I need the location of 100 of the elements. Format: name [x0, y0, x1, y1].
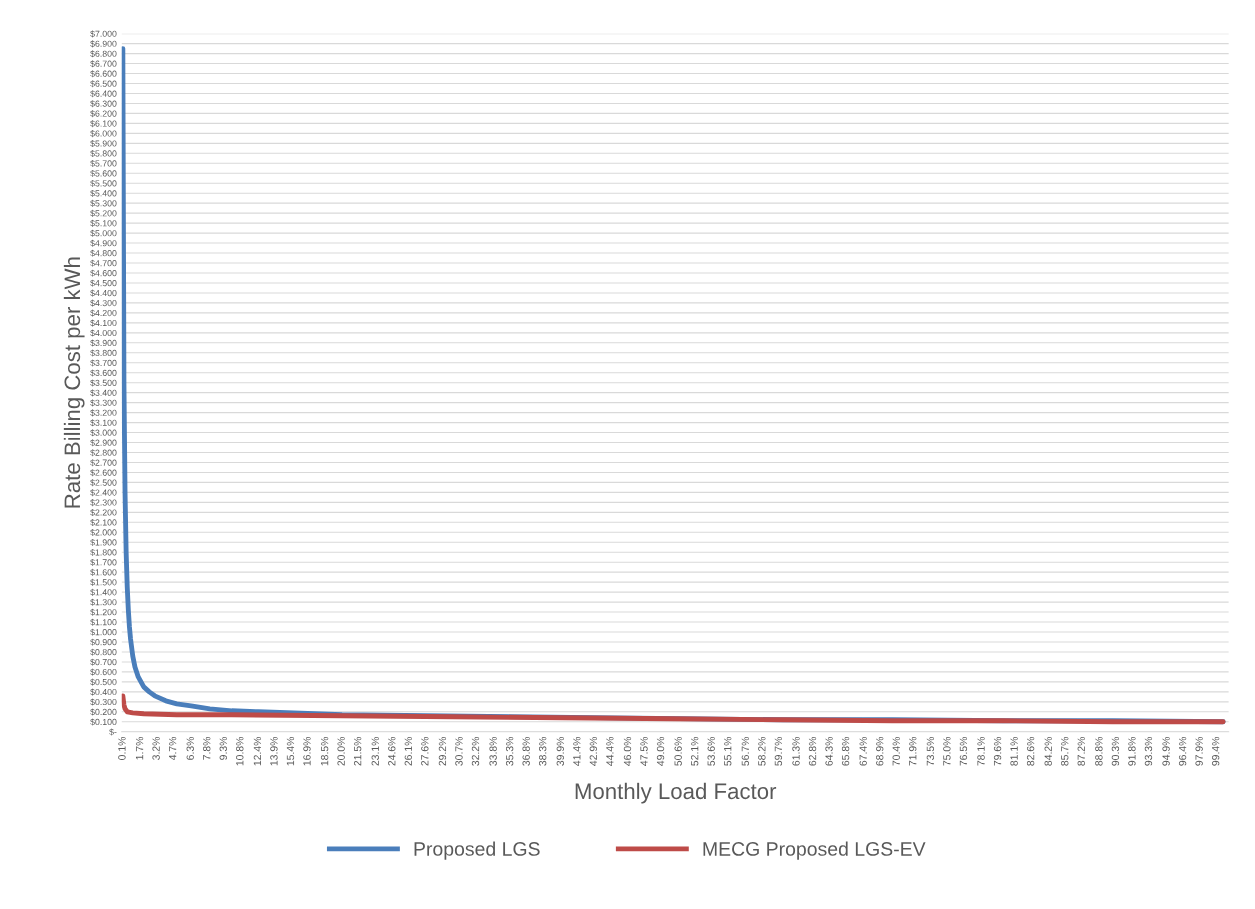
y-tick-label: $2.200	[90, 509, 117, 517]
y-tick-label: $-	[109, 728, 117, 736]
x-tick-label: 99.4%	[1211, 736, 1220, 766]
x-tick-label: 58.2%	[758, 736, 766, 766]
x-tick-label: 1.7%	[135, 736, 144, 760]
x-tick-label: 29.2%	[438, 736, 447, 766]
x-tick-label: 79.6%	[993, 736, 1002, 766]
y-tick-label: $2.600	[90, 469, 117, 477]
x-tick-label: 76.5%	[959, 736, 968, 766]
y-tick-label: $4.100	[90, 319, 117, 327]
x-tick-label: 75.0%	[943, 736, 951, 766]
y-tick-label: $3.300	[90, 399, 117, 407]
x-tick-label: 94.9%	[1162, 736, 1170, 766]
x-tick-label: 56.7%	[741, 736, 750, 766]
y-tick-label: $0.700	[90, 658, 117, 666]
y-tick-label: $2.400	[90, 489, 117, 497]
x-tick-label: 97.9%	[1195, 736, 1203, 766]
x-tick-label: 26.1%	[404, 736, 412, 766]
y-tick-label: $6.000	[90, 130, 117, 138]
y-tick-label: $0.100	[90, 718, 117, 726]
y-tick-label: $0.800	[90, 648, 117, 656]
x-tick-label: 71.9%	[909, 736, 917, 766]
x-tick-label: 44.4%	[606, 736, 614, 766]
y-tick-label: $3.800	[90, 349, 117, 357]
x-tick-label: 3.2%	[152, 736, 160, 760]
x-tick-label: 65.8%	[841, 736, 850, 766]
legend-label: Proposed LGS	[414, 841, 540, 860]
x-tick-label: 52.1%	[690, 736, 699, 766]
x-tick-label: 55.1%	[724, 736, 732, 766]
x-tick-label: 20.0%	[337, 736, 345, 766]
x-tick-label: 78.1%	[977, 736, 985, 766]
line-series	[121, 693, 1226, 725]
x-tick-label: 81.1%	[1010, 736, 1018, 766]
y-tick-label: $2.000	[90, 528, 117, 537]
y-axis-title: Rate Billing Cost per kWh	[63, 257, 85, 508]
x-tick-label: 21.5%	[353, 736, 362, 766]
y-tick-label: $6.800	[90, 50, 117, 58]
y-tick-label: $6.600	[90, 70, 117, 78]
y-tick-label: $3.500	[90, 379, 117, 387]
x-tick-label: 30.7%	[455, 736, 463, 766]
y-tick-label: $6.400	[90, 90, 117, 98]
x-tick-label: 13.9%	[270, 736, 278, 766]
y-tick-label: $3.100	[90, 419, 117, 427]
y-tick-label: $2.700	[90, 459, 117, 467]
x-tick-label: 49.0%	[656, 736, 665, 766]
y-tick-label: $1.000	[90, 628, 117, 636]
y-tick-label: $4.300	[90, 299, 117, 307]
y-tick-label: $1.600	[90, 568, 117, 576]
x-tick-label: 32.2%	[471, 736, 480, 766]
x-tick-label: 35.3%	[505, 736, 514, 766]
x-tick-label: 59.7%	[774, 736, 783, 766]
x-tick-label: 0.1%	[118, 736, 126, 760]
x-tick-label: 47.5%	[640, 736, 648, 766]
x-tick-label: 23.1%	[371, 736, 379, 766]
y-tick-label: $4.900	[90, 239, 117, 247]
x-tick-label: 36.8%	[522, 736, 530, 766]
y-tick-label: $0.400	[90, 688, 117, 696]
x-tick-label: 73.5%	[926, 736, 935, 766]
y-tick-label: $1.200	[90, 608, 117, 616]
y-tick-label: $4.200	[90, 309, 117, 317]
y-tick-label: $3.700	[90, 359, 117, 367]
x-tick-label: 61.3%	[792, 736, 800, 766]
x-tick-label: 16.9%	[303, 736, 311, 766]
y-tick-label: $1.700	[90, 558, 117, 566]
x-tick-label: 15.4%	[286, 736, 295, 766]
x-tick-label: 46.0%	[623, 736, 632, 766]
y-tick-label: $5.100	[90, 219, 117, 227]
x-tick-label: 38.3%	[538, 736, 547, 766]
y-tick-label: $0.300	[90, 698, 117, 706]
y-tick-label: $2.900	[90, 439, 117, 447]
y-tick-label: $4.000	[90, 329, 117, 337]
x-tick-label: 85.7%	[1061, 736, 1069, 766]
y-tick-label: $4.700	[90, 259, 117, 267]
y-tick-label: $4.400	[90, 289, 117, 297]
x-tick-label: 41.4%	[573, 736, 581, 766]
y-tick-label: $6.500	[90, 80, 117, 88]
y-tick-label: $6.200	[90, 110, 117, 118]
y-tick-label: $3.900	[90, 339, 117, 347]
x-tick-label: 33.8%	[489, 736, 497, 766]
y-tick-label: $2.800	[90, 449, 117, 457]
x-tick-label: 10.8%	[236, 736, 244, 766]
x-tick-label: 12.4%	[253, 736, 262, 766]
y-tick-label: $5.900	[90, 140, 117, 148]
y-tick-label: $2.300	[90, 499, 117, 507]
x-tick-label: 62.8%	[808, 736, 817, 766]
y-tick-label: $3.200	[90, 409, 117, 417]
y-tick-label: $5.300	[90, 199, 117, 207]
y-tick-label: $1.100	[90, 618, 117, 626]
y-tick-label: $6.700	[90, 60, 117, 68]
legend-label: MECG Proposed LGS-EV	[703, 841, 926, 860]
y-tick-label: $3.400	[90, 389, 117, 397]
y-tick-label: $1.400	[90, 588, 117, 596]
x-tick-label: 70.4%	[892, 736, 900, 766]
y-tick-label: $5.700	[90, 159, 117, 168]
x-tick-label: 87.2%	[1077, 736, 1085, 766]
x-tick-label: 88.8%	[1095, 736, 1103, 766]
y-tick-label: $3.600	[90, 369, 117, 377]
x-tick-label: 64.3%	[825, 736, 833, 766]
y-tick-label: $5.600	[90, 169, 117, 178]
y-tick-label: $6.300	[90, 100, 117, 108]
